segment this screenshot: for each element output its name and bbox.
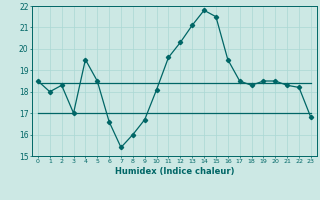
X-axis label: Humidex (Indice chaleur): Humidex (Indice chaleur) [115, 167, 234, 176]
